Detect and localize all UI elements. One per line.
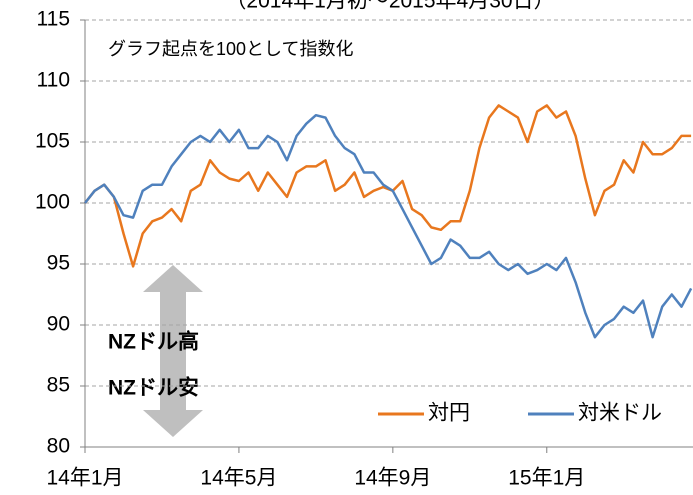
y-tick-label: 85: [47, 374, 70, 397]
y-tick-label: 100: [35, 191, 70, 214]
y-tick-label: 105: [35, 130, 70, 153]
chart-title: （2014年1月初～2015年4月30日）: [225, 0, 554, 13]
arrow-label: NZドル安: [108, 376, 199, 400]
series-line: [84, 113, 693, 339]
double-arrow: [143, 265, 203, 437]
x-tick-label: 15年1月: [508, 467, 585, 490]
legend-label: 対米ドル: [578, 402, 662, 425]
annotation: グラフ起点を100として指数化: [108, 39, 354, 59]
x-tick-label: 14年9月: [354, 467, 431, 490]
y-tick-label: 110: [37, 69, 70, 92]
x-tick-label: 14年1月: [46, 467, 123, 490]
y-tick-label: 115: [37, 8, 70, 31]
x-tick-label: 14年5月: [200, 467, 277, 490]
legend-label: 対円: [428, 402, 470, 425]
y-tick-label: 90: [47, 313, 70, 336]
series-line: [84, 104, 692, 268]
y-tick-label: 80: [47, 435, 70, 458]
y-tick-label: 95: [47, 252, 70, 275]
arrow-label: NZドル高: [108, 330, 199, 354]
